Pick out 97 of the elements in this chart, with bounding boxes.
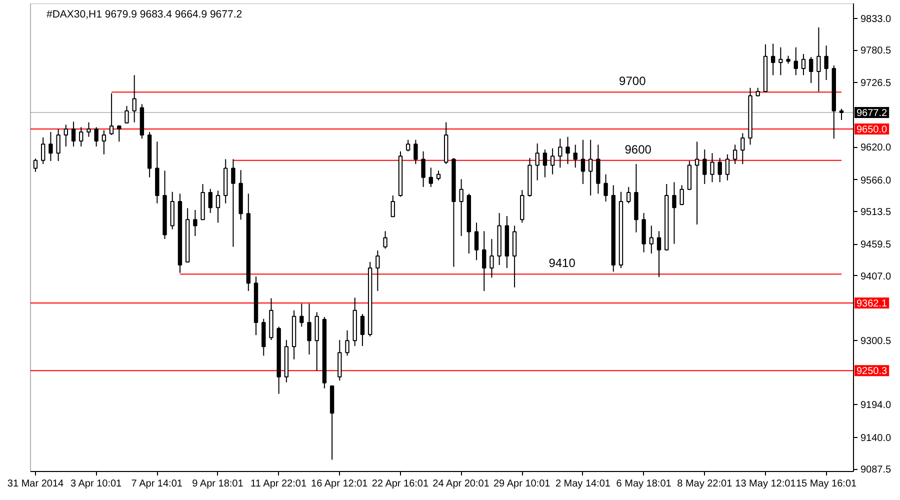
x-tick-label: 24 Apr 20:01 <box>432 478 490 490</box>
candlestick <box>376 250 380 292</box>
y-tick-label: 9726.5 <box>860 78 892 90</box>
candlestick <box>307 303 312 355</box>
candlestick <box>626 186 631 204</box>
candlestick <box>604 174 608 202</box>
candlestick <box>588 139 593 196</box>
candlestick <box>535 142 540 181</box>
candlestick <box>580 139 586 184</box>
y-tick-label: 9140.0 <box>860 432 892 444</box>
y-tick-label: 9087.5 <box>860 464 892 476</box>
candlestick <box>573 144 578 168</box>
y-tick-label: 9513.5 <box>860 207 892 218</box>
x-tick-label: 13 May 12:01 <box>735 478 796 490</box>
x-tick-label: 15 May 16:01 <box>796 478 858 490</box>
candlestick <box>406 139 410 152</box>
x-tick-label: 16 Apr 12:01 <box>311 478 368 490</box>
candlestick <box>459 178 464 236</box>
y-tick-label: 9194.0 <box>860 400 892 412</box>
candlestick <box>725 154 730 181</box>
candlestick <box>64 124 68 147</box>
x-tick-label: 7 Apr 14:01 <box>131 478 183 490</box>
candlestick <box>48 131 53 162</box>
candlestick <box>79 126 84 147</box>
candlestick <box>421 150 426 188</box>
y-tick-label: 9833.0 <box>860 14 892 25</box>
candlestick <box>770 43 776 76</box>
candlestick <box>801 53 806 76</box>
annotation: 9600 <box>624 142 652 156</box>
candlestick <box>345 330 350 356</box>
candlestick <box>231 158 236 248</box>
candlestick <box>816 26 821 92</box>
candlestick <box>71 121 76 147</box>
annotation: 9700 <box>619 74 646 88</box>
candlestick <box>710 152 714 183</box>
candlestick <box>102 130 106 155</box>
ref-line-label: 9677.2 <box>856 108 888 120</box>
candlestick <box>680 184 684 206</box>
x-tick-label: 11 Apr 22:01 <box>250 478 307 490</box>
text: #DAX30,H1 9679.9 9683.4 9664.9 9677.2 <box>46 8 242 20</box>
y-tick-label: 9566.0 <box>860 175 892 186</box>
candlestick <box>360 313 365 347</box>
y-tick-label: 9407.0 <box>860 271 892 282</box>
x-tick-label: 2 May 14:01 <box>555 478 611 490</box>
x-tick-label: 29 Apr 10:01 <box>494 478 551 490</box>
candlestick <box>490 238 494 278</box>
candlestick <box>208 188 212 214</box>
ref-line-label: 9250.3 <box>856 366 888 378</box>
candlestick <box>94 126 98 147</box>
candlestick <box>824 45 828 80</box>
candlestick <box>414 139 418 165</box>
candlestick <box>542 149 548 178</box>
ref-line-label: 9650.0 <box>856 124 888 136</box>
candlestick <box>778 46 783 76</box>
candlestick <box>718 157 722 183</box>
candlestick <box>474 222 479 261</box>
candlestick <box>390 194 395 218</box>
candlestick <box>794 46 798 76</box>
candlestick <box>808 56 814 84</box>
candlestick <box>550 148 555 175</box>
candlestick <box>193 209 198 236</box>
candlestick <box>300 303 304 328</box>
candlestick <box>702 149 707 184</box>
x-tick-label: 31 Mar 2014 <box>7 478 64 490</box>
candlestick <box>33 158 38 172</box>
candlestick <box>740 132 745 165</box>
candlestick <box>732 144 738 165</box>
candlestick <box>41 136 46 165</box>
x-tick-label: 8 May 22:01 <box>677 478 733 490</box>
y-tick-label: 9300.5 <box>860 336 892 347</box>
x-tick-label: 6 May 18:01 <box>616 478 672 490</box>
candlestick <box>56 128 60 162</box>
candlestick <box>694 141 700 225</box>
y-tick-label: 9620.0 <box>860 142 892 154</box>
candlestick <box>436 170 441 181</box>
x-tick-label: 22 Apr 16:01 <box>372 478 429 490</box>
x-tick-label: 9 Apr 18:01 <box>192 478 244 490</box>
candlestick <box>216 190 220 224</box>
annotation: 9410 <box>548 256 576 270</box>
candlestick <box>672 182 676 244</box>
candlestick <box>86 122 91 138</box>
candlestick <box>656 230 662 278</box>
candlestick <box>428 167 433 188</box>
candlestick <box>117 124 122 142</box>
candlestick <box>383 230 388 250</box>
candlestick <box>109 92 114 136</box>
ref-line-label: 9362.1 <box>856 298 888 310</box>
y-tick-label: 9780.5 <box>860 46 892 57</box>
y-tick-label: 9459.5 <box>860 240 892 251</box>
candlestick <box>482 230 486 292</box>
x-tick-label: 3 Apr 10:01 <box>70 478 122 490</box>
candlestick <box>649 225 654 254</box>
candlestick <box>132 74 136 123</box>
candlestick <box>566 136 570 165</box>
candlestick <box>558 138 562 168</box>
candlestick <box>124 105 129 124</box>
candlestick <box>839 108 844 120</box>
